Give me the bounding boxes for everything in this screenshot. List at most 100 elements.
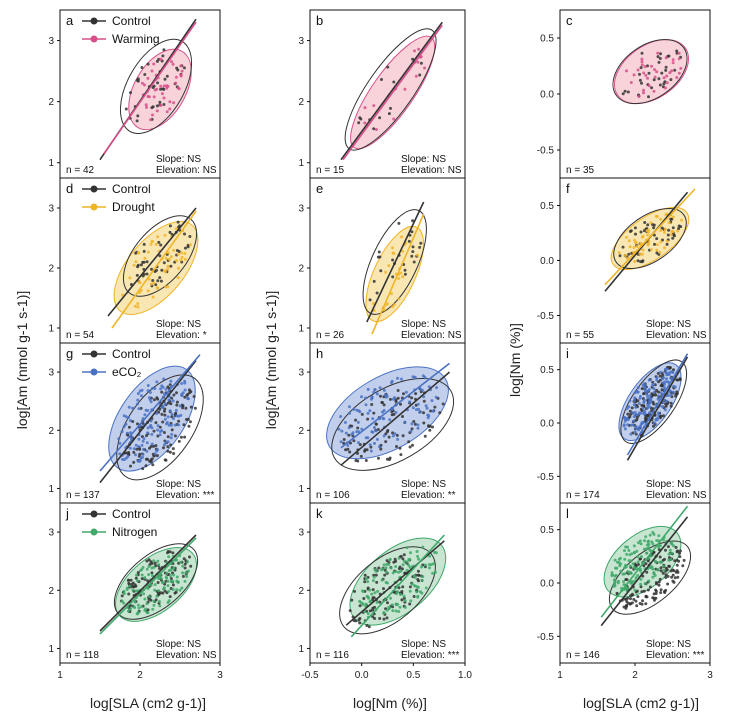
data-point xyxy=(665,568,669,572)
data-point xyxy=(659,217,663,221)
x-tick-label: 1 xyxy=(57,670,63,681)
plot-area xyxy=(326,362,455,471)
y-tick-label: 1 xyxy=(298,644,304,655)
data-point xyxy=(633,226,637,230)
data-point xyxy=(183,232,186,236)
data-point xyxy=(656,397,660,401)
data-point xyxy=(391,246,394,250)
data-point xyxy=(663,230,666,234)
y-tick-label: -0.5 xyxy=(537,146,555,157)
data-point xyxy=(378,445,382,449)
data-point xyxy=(378,386,382,390)
data-point xyxy=(664,65,668,69)
data-point xyxy=(133,600,137,604)
data-point xyxy=(171,551,175,555)
data-point xyxy=(379,394,382,398)
legend: Control Drought xyxy=(82,182,155,214)
data-point xyxy=(640,590,644,594)
data-point xyxy=(662,76,666,80)
data-point xyxy=(394,565,398,568)
data-point xyxy=(146,389,150,393)
data-point xyxy=(183,566,187,570)
data-point xyxy=(415,590,419,594)
data-point xyxy=(669,217,673,221)
data-point xyxy=(186,560,189,564)
data-point xyxy=(177,250,181,253)
data-point xyxy=(384,432,388,436)
data-point xyxy=(142,592,146,596)
sample-size-label: n = 26 xyxy=(316,330,345,341)
data-point xyxy=(140,81,144,85)
data-point xyxy=(628,409,632,413)
data-point xyxy=(675,390,679,394)
fit-line-nitrogen xyxy=(600,505,689,618)
data-point xyxy=(642,91,645,95)
data-point xyxy=(189,405,193,409)
data-point xyxy=(635,604,639,608)
y-tick-label: 1 xyxy=(298,484,304,495)
data-point xyxy=(179,64,183,68)
data-point xyxy=(160,268,164,272)
data-point xyxy=(139,569,143,572)
data-point xyxy=(669,404,673,408)
data-point xyxy=(159,84,163,88)
data-point xyxy=(643,582,647,586)
data-point xyxy=(632,73,636,77)
data-point xyxy=(417,557,421,561)
data-point xyxy=(172,566,176,570)
data-point xyxy=(635,389,639,393)
data-point xyxy=(371,606,375,610)
data-point xyxy=(388,558,392,562)
y-tick-label: 2 xyxy=(48,426,54,437)
data-point xyxy=(371,417,375,421)
data-point xyxy=(427,385,431,389)
data-point xyxy=(169,379,173,383)
data-point xyxy=(667,365,671,369)
data-point xyxy=(389,106,392,110)
legend-label: Control xyxy=(112,14,151,28)
data-point xyxy=(120,430,124,434)
data-point xyxy=(149,460,153,464)
data-point xyxy=(403,268,407,272)
data-point xyxy=(177,439,181,443)
data-point xyxy=(169,436,173,440)
elevation-label: Elevation: NS xyxy=(156,650,217,661)
data-point xyxy=(374,429,378,433)
data-point xyxy=(125,586,129,590)
data-point xyxy=(396,590,399,594)
data-point xyxy=(405,560,409,564)
data-point xyxy=(175,575,179,579)
data-point xyxy=(149,445,153,448)
data-point xyxy=(424,404,428,408)
data-point xyxy=(186,392,190,396)
data-point xyxy=(176,252,180,256)
points-drought xyxy=(617,212,684,263)
data-point xyxy=(160,412,164,416)
data-point xyxy=(175,259,178,263)
data-point xyxy=(396,376,399,380)
data-point xyxy=(677,227,680,231)
data-point xyxy=(623,549,626,553)
data-point xyxy=(158,567,161,570)
data-point xyxy=(363,106,367,110)
data-point xyxy=(167,599,171,603)
y-tick-label: 3 xyxy=(298,368,304,379)
data-point xyxy=(669,401,673,405)
data-point xyxy=(155,109,159,113)
data-point xyxy=(659,240,663,244)
data-point xyxy=(625,552,629,556)
data-point xyxy=(166,267,170,271)
y-tick-label: 0.0 xyxy=(540,419,554,430)
data-point xyxy=(158,100,162,104)
data-point xyxy=(634,425,638,429)
data-point xyxy=(141,565,145,569)
data-point xyxy=(401,585,405,589)
data-point xyxy=(640,63,644,67)
data-point xyxy=(639,577,643,581)
data-point xyxy=(131,588,135,592)
ellipse-control xyxy=(613,208,687,269)
data-point xyxy=(178,588,182,592)
data-point xyxy=(176,68,180,72)
data-point xyxy=(170,60,174,64)
legend: Control eCO₂ xyxy=(82,347,151,379)
